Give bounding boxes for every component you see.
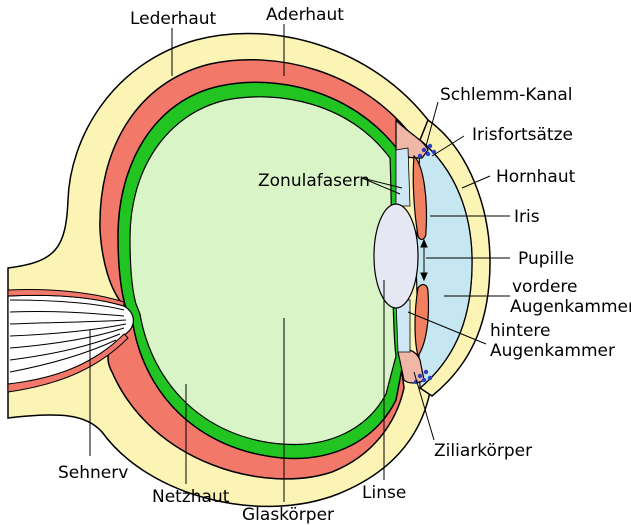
label-iris: Iris: [514, 207, 540, 227]
nerve-sheath: [7, 289, 125, 307]
zonular-fibers: [395, 147, 411, 353]
label-glaskoerper: Glaskörper: [242, 505, 334, 525]
label-netzhaut: Netzhaut: [152, 487, 230, 507]
label-linse: Linse: [362, 483, 406, 503]
iris-upper: [412, 154, 428, 241]
anterior-chamber: [415, 138, 473, 390]
label-hornhaut: Hornhaut: [496, 167, 576, 187]
optic-nerve-fibers: [9, 299, 127, 373]
lens: [373, 203, 419, 309]
label-zonulafasern: Zonulafasern: [258, 171, 370, 191]
label-lederhaut: Lederhaut: [130, 9, 217, 29]
label-vordere-1: vordere: [512, 277, 577, 297]
iris-lower: [414, 283, 430, 358]
nerve-sheath-lower: [7, 333, 129, 393]
label-pupille: Pupille: [518, 249, 574, 269]
label-aderhaut: Aderhaut: [266, 5, 344, 25]
label-sehnerv: Sehnerv: [58, 463, 128, 483]
vitreous-body: [129, 96, 397, 446]
label-ziliarkoerper: Ziliarkörper: [434, 441, 532, 461]
schlemm-canal-dots: [417, 143, 437, 159]
label-vordere-2: Augenkammer: [510, 297, 631, 317]
leader-lines: [89, 24, 510, 502]
label-schlemm-kanal: Schlemm-Kanal: [440, 85, 573, 105]
label-irisfortsaetze: Irisfortsätze: [472, 125, 573, 145]
label-hintere-2: Augenkammer: [490, 341, 615, 361]
pupil-arrow: [420, 238, 428, 282]
label-hintere-1: hintere: [490, 321, 550, 341]
